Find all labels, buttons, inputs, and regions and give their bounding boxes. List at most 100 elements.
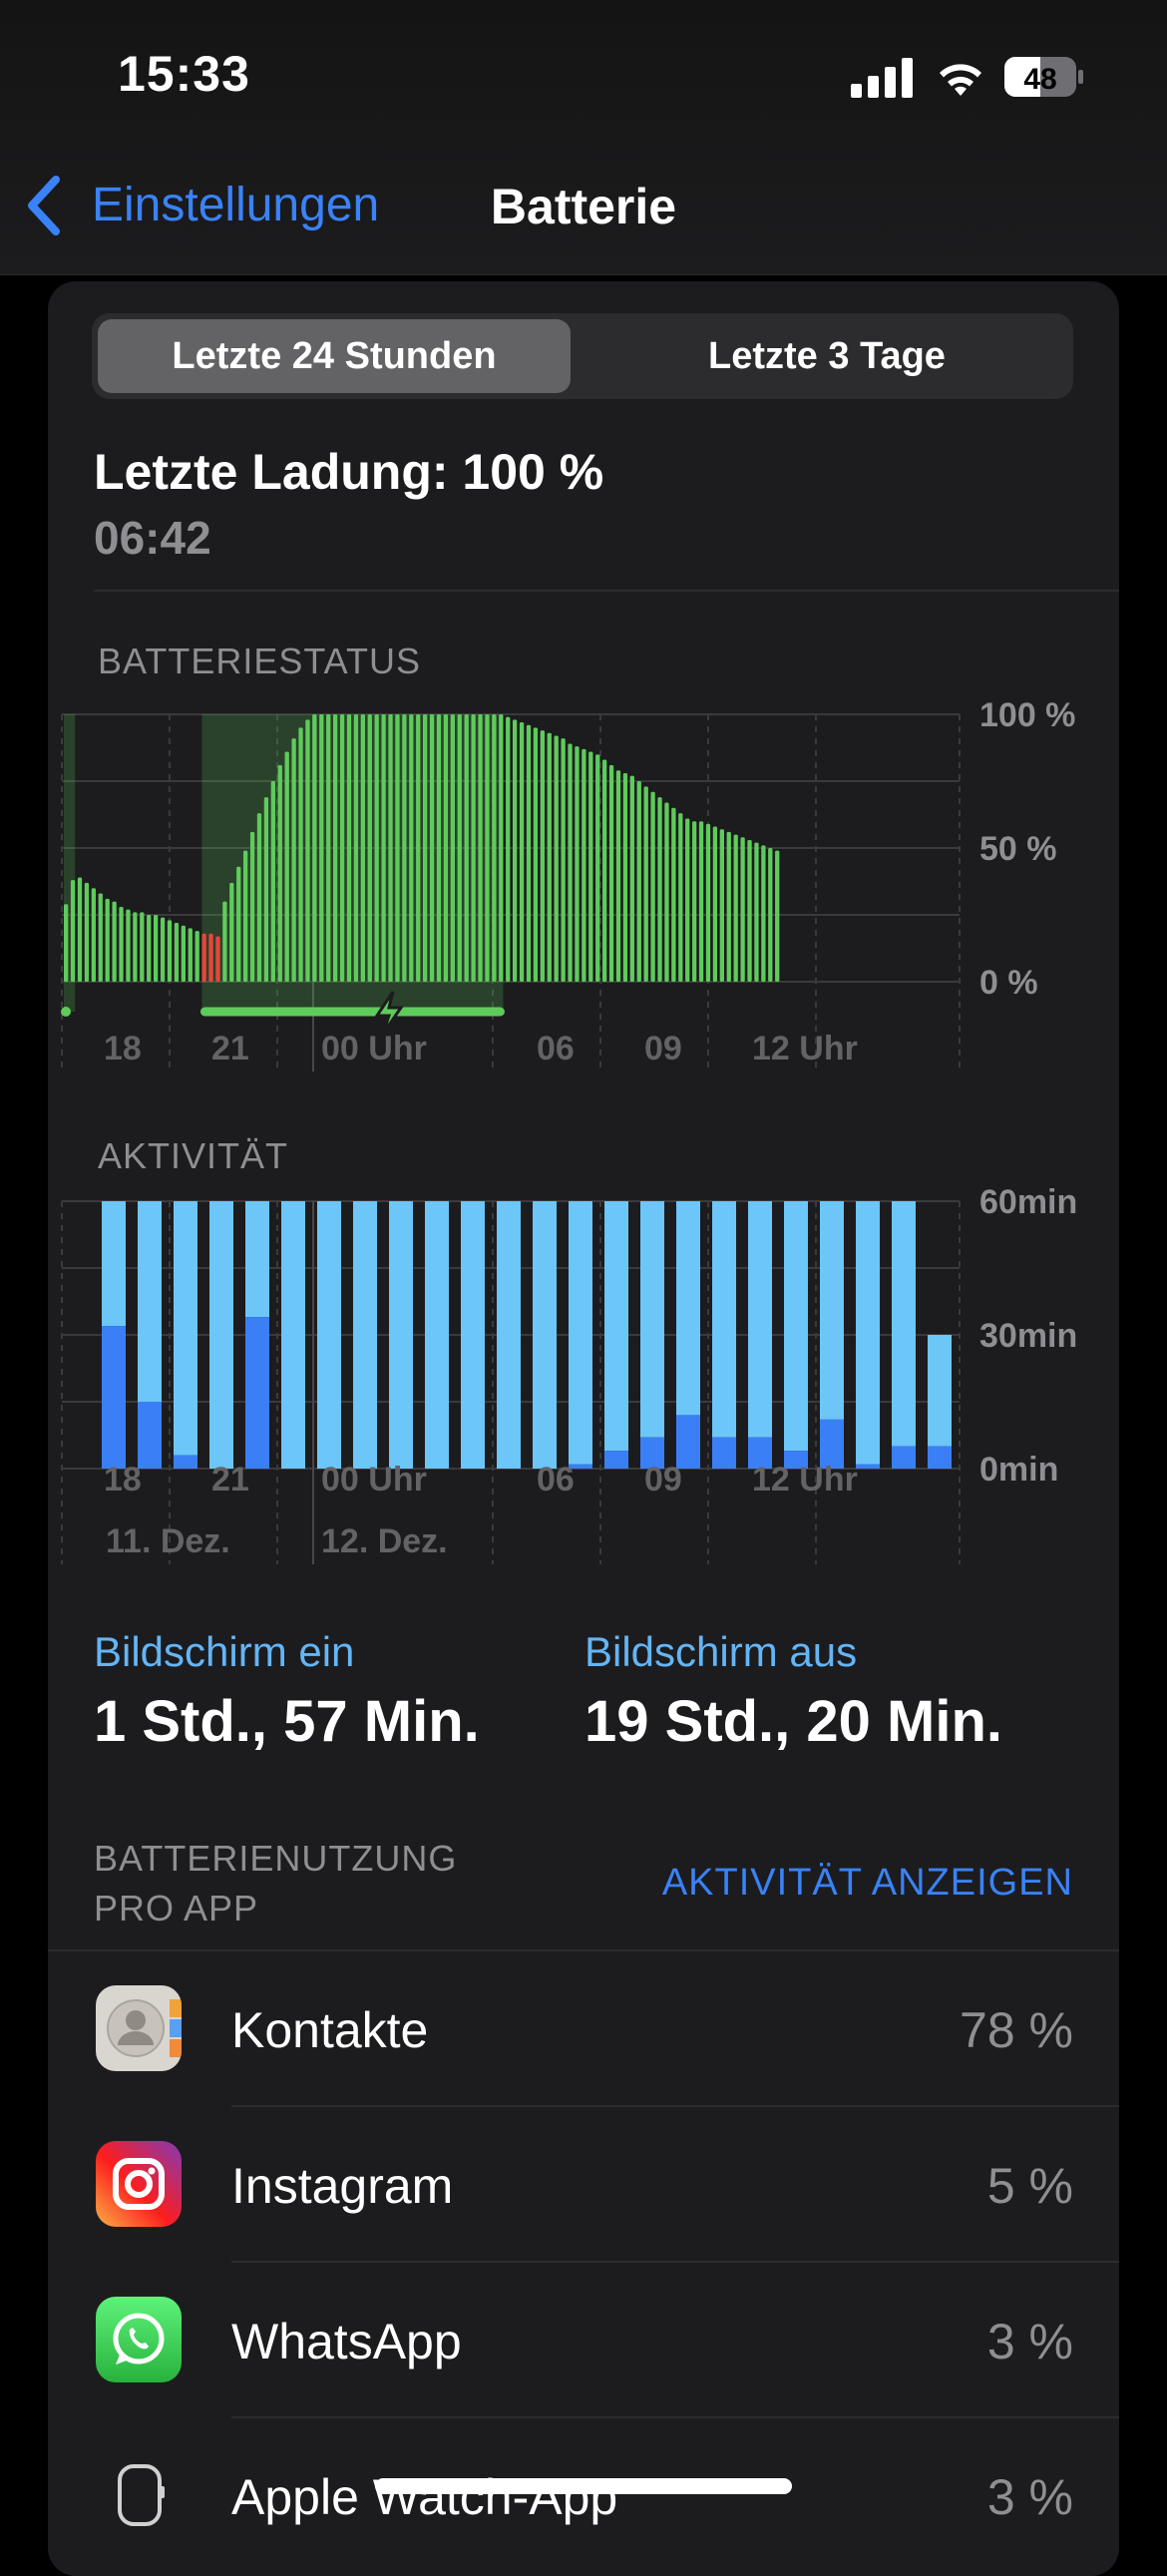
activity-x-tick-18: 18 bbox=[104, 1461, 142, 1499]
battery-bar bbox=[547, 732, 552, 982]
battery-bar bbox=[664, 802, 669, 982]
wifi-icon bbox=[940, 64, 981, 96]
battery-bar bbox=[395, 714, 400, 982]
battery-bar bbox=[381, 714, 386, 982]
battery-bar bbox=[464, 714, 469, 982]
battery-bar bbox=[575, 746, 580, 982]
battery-bar bbox=[388, 714, 393, 982]
segment-last-3-days[interactable]: Letzte 3 Tage bbox=[708, 334, 946, 377]
activity-bar-screen-off bbox=[748, 1201, 772, 1438]
app-row-instagram[interactable]: Instagram 5 % bbox=[48, 2107, 1119, 2263]
battery-bar bbox=[471, 714, 476, 982]
battery-bar bbox=[622, 772, 628, 982]
battery-level-chart[interactable]: 100 % 50 % 0 % 18 21 00 Uhr 06 09 12 Uhr bbox=[48, 682, 1119, 1101]
cellular-signal-icon bbox=[851, 58, 913, 98]
battery-bar bbox=[554, 735, 559, 982]
last-charge-label: Letzte Ladung: 100 % bbox=[94, 444, 604, 500]
battery-bar bbox=[712, 826, 718, 982]
activity-bar-screen-off bbox=[174, 1201, 197, 1456]
divider bbox=[48, 1949, 1119, 1951]
activity-bar-screen-off bbox=[425, 1201, 449, 1469]
battery-bar bbox=[236, 866, 241, 982]
charging-bolt-icon bbox=[374, 991, 404, 1035]
activity-bar-screen-off bbox=[784, 1201, 808, 1452]
battery-bar bbox=[582, 748, 586, 982]
battery-bar bbox=[270, 781, 275, 982]
battery-x-tick-06: 06 bbox=[537, 1030, 575, 1068]
battery-bar bbox=[595, 754, 600, 982]
battery-bar bbox=[277, 764, 282, 982]
battery-bar bbox=[698, 821, 704, 982]
battery-bar bbox=[298, 727, 303, 982]
status-time: 15:33 bbox=[118, 46, 250, 102]
top-bar: 15:33 48 Einstellungen Batterie bbox=[0, 0, 1167, 275]
battery-bar bbox=[243, 850, 248, 982]
app-percent: 3 % bbox=[986, 2314, 1073, 2369]
battery-bar bbox=[747, 839, 752, 982]
page-title: Batterie bbox=[0, 178, 1167, 235]
activity-date-dec12: 12. Dez. bbox=[321, 1522, 448, 1560]
battery-bar bbox=[353, 714, 359, 982]
battery-bar bbox=[692, 821, 697, 982]
activity-bar-screen-on bbox=[892, 1446, 916, 1469]
battery-bar bbox=[140, 912, 145, 982]
activity-bar-screen-off bbox=[533, 1201, 557, 1469]
activity-bar-screen-on bbox=[174, 1455, 197, 1469]
app-row-kontakte[interactable]: Kontakte 78 % bbox=[48, 1951, 1119, 2107]
activity-chart[interactable]: 60min 30min 0min 18 21 00 Uhr 06 09 12 U… bbox=[48, 1177, 1119, 1576]
battery-bar bbox=[761, 845, 766, 982]
activity-bar-screen-on bbox=[856, 1464, 880, 1469]
battery-bar-low bbox=[208, 933, 213, 982]
battery-bar bbox=[133, 912, 138, 982]
battery-bar bbox=[181, 925, 186, 982]
back-button[interactable]: Einstellungen bbox=[92, 179, 380, 231]
battery-bar bbox=[740, 837, 745, 982]
charging-shading bbox=[64, 714, 76, 1012]
app-row-apple-watch[interactable]: Apple Watch-App 3 % bbox=[48, 2418, 1119, 2574]
activity-bar-screen-off bbox=[102, 1201, 126, 1327]
activity-bar-screen-off bbox=[856, 1201, 880, 1465]
battery-bar bbox=[485, 714, 490, 982]
battery-bar bbox=[513, 719, 518, 982]
activity-bar-screen-on bbox=[928, 1446, 952, 1469]
battery-bar bbox=[174, 923, 180, 982]
app-name: Apple Watch-App bbox=[231, 2469, 618, 2525]
show-activity-button[interactable]: AKTIVITÄT ANZEIGEN bbox=[661, 1862, 1073, 1904]
battery-bar bbox=[346, 714, 352, 982]
activity-bar-screen-on bbox=[640, 1437, 664, 1469]
activity-bar-screen-off bbox=[317, 1201, 341, 1469]
battery-bar bbox=[105, 898, 110, 982]
battery-bar bbox=[436, 714, 442, 982]
activity-y-tick-0: 0min bbox=[979, 1451, 1058, 1489]
battery-bar bbox=[409, 714, 414, 982]
battery-y-tick-100: 100 % bbox=[979, 696, 1075, 734]
back-chevron-icon[interactable] bbox=[24, 176, 64, 235]
battery-bar bbox=[119, 906, 124, 982]
row-divider bbox=[231, 2416, 1119, 2418]
battery-x-tick-09: 09 bbox=[644, 1030, 682, 1068]
battery-bar bbox=[608, 764, 614, 982]
battery-bar bbox=[98, 893, 103, 982]
activity-bar-screen-off bbox=[820, 1201, 844, 1420]
battery-bar bbox=[768, 848, 773, 982]
segment-last-24-hours[interactable]: Letzte 24 Stunden bbox=[98, 319, 571, 393]
screen-off-value: 19 Std., 20 Min. bbox=[584, 1689, 1002, 1754]
battery-bar bbox=[450, 714, 455, 982]
app-row-whatsapp[interactable]: WhatsApp 3 % bbox=[48, 2263, 1119, 2418]
battery-bar bbox=[222, 901, 227, 982]
battery-bar bbox=[312, 714, 317, 982]
activity-bar-screen-on bbox=[748, 1437, 772, 1469]
battery-bar bbox=[602, 759, 607, 982]
battery-bar bbox=[229, 882, 234, 982]
battery-bar bbox=[754, 842, 759, 982]
activity-bar-screen-on bbox=[569, 1464, 592, 1469]
row-divider bbox=[231, 2261, 1119, 2263]
battery-x-tick-18: 18 bbox=[104, 1030, 142, 1068]
app-percent: 3 % bbox=[986, 2469, 1073, 2525]
activity-bar-screen-off bbox=[353, 1201, 377, 1469]
home-indicator[interactable] bbox=[375, 2478, 792, 2494]
battery-bar bbox=[326, 714, 331, 982]
activity-bar-screen-off bbox=[676, 1201, 700, 1416]
battery-bar bbox=[443, 714, 449, 982]
activity-bar-screen-on bbox=[604, 1451, 628, 1469]
